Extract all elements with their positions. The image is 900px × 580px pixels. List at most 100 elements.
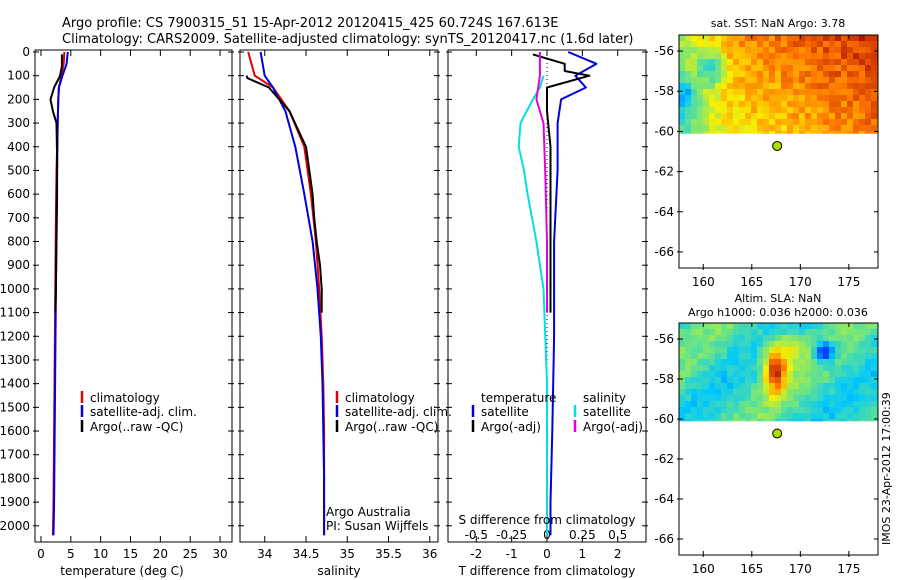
x-tick-label: 165	[740, 275, 763, 289]
map-cell	[751, 389, 758, 396]
map-cell	[853, 377, 860, 384]
map-cell	[757, 407, 764, 414]
y-tick-label: 2000	[0, 519, 30, 533]
map-cell	[865, 347, 872, 354]
map-cell	[745, 41, 752, 48]
map-cell	[865, 53, 872, 60]
map-cell	[697, 89, 704, 96]
map-cell	[793, 407, 800, 414]
map-cell	[799, 395, 806, 402]
map-cell	[841, 419, 848, 422]
map-cell	[679, 131, 686, 134]
map-cell	[847, 329, 854, 336]
map-cell	[853, 371, 860, 378]
map-cell	[745, 131, 752, 134]
map-cell	[793, 359, 800, 366]
map-cell	[733, 77, 740, 84]
map-cell	[727, 329, 734, 336]
map-cell	[835, 377, 842, 384]
map-cell	[835, 65, 842, 72]
map-cell	[847, 125, 854, 132]
map-cell	[835, 71, 842, 78]
map-cell	[835, 407, 842, 414]
map-cell	[841, 413, 848, 420]
map-cell	[781, 83, 788, 90]
map-cell	[859, 401, 866, 408]
map-cell	[841, 89, 848, 96]
map-cell	[865, 377, 872, 384]
map-cell	[805, 407, 812, 414]
map-cell	[865, 413, 872, 420]
map-cell	[685, 401, 692, 408]
map-cell	[817, 419, 824, 422]
map-cell	[727, 59, 734, 66]
map-cell	[679, 401, 686, 408]
map-cell	[751, 407, 758, 414]
map-cell	[871, 335, 878, 342]
map-cell	[691, 107, 698, 114]
map-cell	[865, 395, 872, 402]
map-cell	[685, 329, 692, 336]
map-cell	[793, 47, 800, 54]
map-cell	[811, 71, 818, 78]
map-cell	[859, 65, 866, 72]
map-cell	[781, 65, 788, 72]
map-cell	[847, 407, 854, 414]
map-cell	[697, 95, 704, 102]
map-cell	[835, 53, 842, 60]
map-cell	[811, 125, 818, 132]
map-cell	[859, 341, 866, 348]
map-cell	[721, 341, 728, 348]
map-cell	[721, 335, 728, 342]
series-satellite-adj-clim	[259, 51, 326, 536]
map-cell	[841, 377, 848, 384]
map-cell	[853, 113, 860, 120]
map-cell	[733, 383, 740, 390]
y-tick-label: 1600	[0, 424, 30, 438]
salinity-legend: climatology satellite-adj. clim. Argo(..…	[326, 391, 452, 533]
map-cell	[835, 59, 842, 66]
map-cell	[847, 377, 854, 384]
map-cell	[715, 359, 722, 366]
map-cell	[697, 335, 704, 342]
map-cell	[871, 107, 878, 114]
map-cell	[829, 113, 836, 120]
map-cell	[763, 329, 770, 336]
map-cell	[691, 125, 698, 132]
map-cell	[685, 365, 692, 372]
map-cell	[787, 125, 794, 132]
map-cell	[697, 365, 704, 372]
map-cell	[751, 335, 758, 342]
map-cell	[823, 407, 830, 414]
map-cell	[859, 329, 866, 336]
map-cell	[715, 35, 722, 42]
map-cell	[805, 83, 812, 90]
map-cell	[691, 341, 698, 348]
map-cell	[685, 335, 692, 342]
map-cell	[751, 113, 758, 120]
map-cell	[739, 335, 746, 342]
map-cell	[805, 107, 812, 114]
map-cell	[871, 341, 878, 348]
map-cell	[679, 389, 686, 396]
map-cell	[829, 107, 836, 114]
map-cell	[817, 407, 824, 414]
map-cell	[865, 89, 872, 96]
y-tick-label: -66	[654, 245, 674, 259]
legend-climatology-label: climatology	[345, 391, 415, 405]
map-cell	[763, 359, 770, 366]
y-tick-label: -60	[654, 124, 674, 138]
map-cell	[769, 89, 776, 96]
map-cell	[715, 101, 722, 108]
map-cell	[799, 47, 806, 54]
map-cell	[757, 401, 764, 408]
series-argo-raw-qc	[49, 54, 63, 313]
map-cell	[733, 101, 740, 108]
map-cell	[781, 125, 788, 132]
map-cell	[739, 107, 746, 114]
map-cell	[691, 95, 698, 102]
map-cell	[715, 83, 722, 90]
map-cell	[823, 89, 830, 96]
map-cell	[769, 131, 776, 134]
map-cell	[805, 323, 812, 330]
